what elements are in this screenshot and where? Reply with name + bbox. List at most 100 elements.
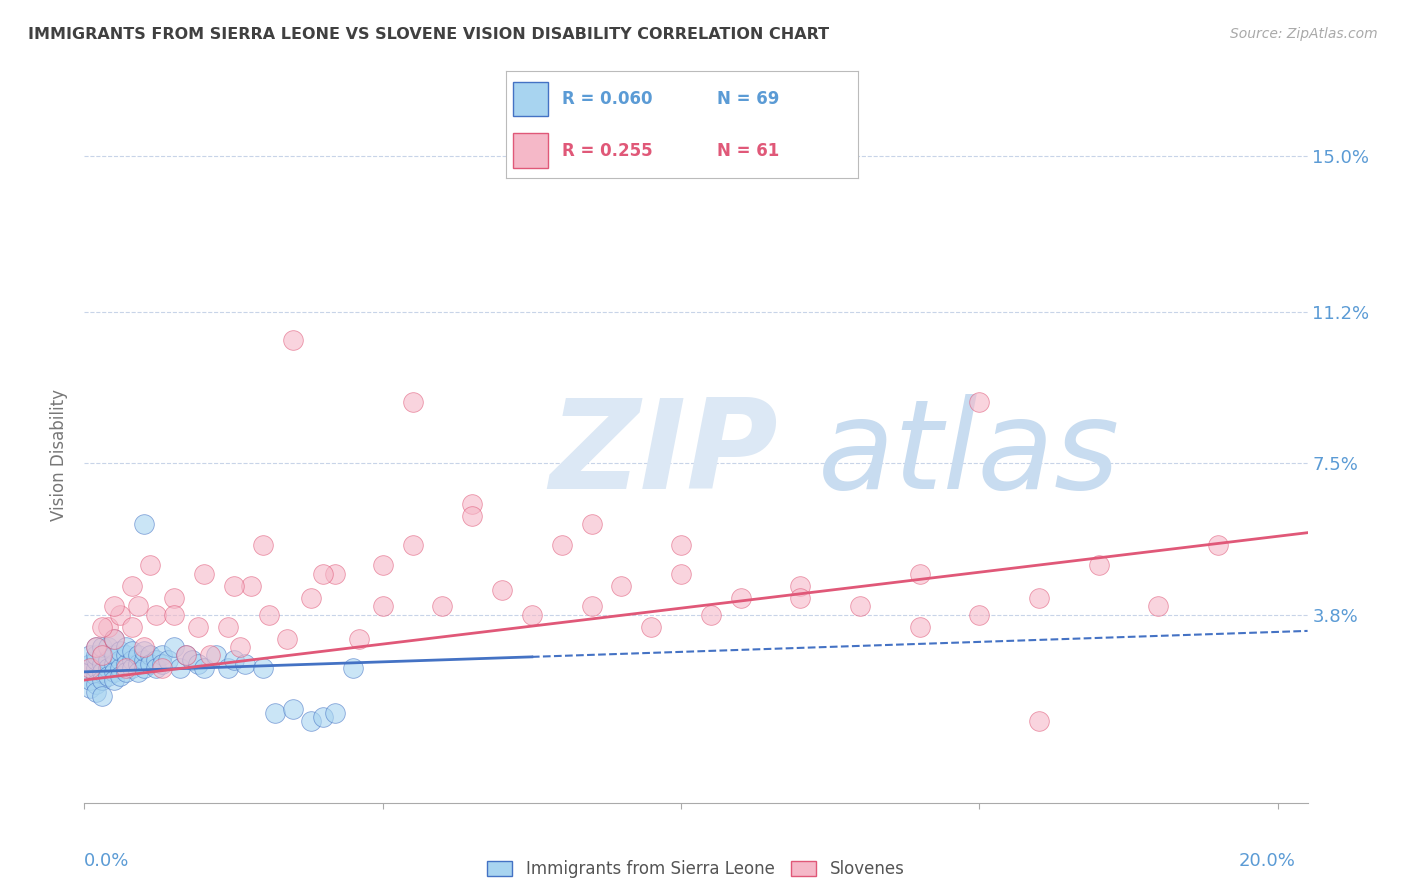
Point	[640, 620, 662, 634]
Bar	[513, 82, 548, 116]
Point	[163, 591, 186, 606]
Point	[283, 334, 305, 348]
Point	[121, 644, 143, 658]
Point	[91, 620, 114, 634]
Y-axis label: Vision Disability: Vision Disability	[51, 389, 69, 521]
Point	[1206, 538, 1229, 552]
Point	[222, 652, 245, 666]
Point	[1028, 714, 1050, 728]
Point	[97, 652, 120, 666]
Point	[139, 648, 162, 663]
Point	[551, 538, 574, 552]
Point	[163, 640, 186, 655]
Text: Source: ZipAtlas.com: Source: ZipAtlas.com	[1230, 27, 1378, 41]
Point	[79, 665, 101, 679]
Point	[1028, 591, 1050, 606]
Point	[789, 579, 811, 593]
Point	[127, 648, 149, 663]
Point	[108, 652, 131, 666]
Point	[283, 701, 305, 715]
Point	[259, 607, 281, 622]
Point	[789, 591, 811, 606]
Point	[401, 538, 423, 552]
Point	[150, 657, 173, 671]
Point	[97, 661, 120, 675]
Point	[108, 669, 131, 683]
Point	[299, 591, 322, 606]
Point	[145, 607, 167, 622]
Point	[84, 640, 107, 655]
Point	[103, 648, 125, 663]
Point	[127, 599, 149, 614]
Point	[79, 681, 101, 696]
Point	[97, 640, 120, 655]
Point	[252, 538, 274, 552]
Point	[79, 648, 101, 663]
Point	[91, 648, 114, 663]
Point	[103, 673, 125, 687]
Point	[103, 665, 125, 679]
Point	[610, 579, 633, 593]
Point	[461, 497, 484, 511]
Bar	[513, 134, 548, 168]
Point	[908, 620, 931, 634]
Point	[432, 599, 454, 614]
Point	[240, 579, 263, 593]
Point	[132, 517, 155, 532]
Point	[84, 669, 107, 683]
Point	[174, 648, 197, 663]
Point	[700, 607, 723, 622]
Text: IMMIGRANTS FROM SIERRA LEONE VS SLOVENE VISION DISABILITY CORRELATION CHART: IMMIGRANTS FROM SIERRA LEONE VS SLOVENE …	[28, 27, 830, 42]
Point	[371, 558, 394, 573]
Point	[193, 566, 215, 581]
Point	[969, 394, 991, 409]
Point	[969, 607, 991, 622]
Point	[115, 661, 138, 675]
Point	[217, 661, 239, 675]
Point	[121, 620, 143, 634]
Point	[312, 566, 335, 581]
Point	[1087, 558, 1109, 573]
Legend: Immigrants from Sierra Leone, Slovenes: Immigrants from Sierra Leone, Slovenes	[481, 854, 911, 885]
Point	[198, 648, 221, 663]
Point	[204, 648, 226, 663]
Point	[121, 661, 143, 675]
Point	[108, 661, 131, 675]
Point	[121, 579, 143, 593]
Point	[252, 661, 274, 675]
Point	[401, 394, 423, 409]
Point	[121, 652, 143, 666]
Point	[156, 652, 179, 666]
Point	[132, 661, 155, 675]
Point	[371, 599, 394, 614]
Point	[84, 640, 107, 655]
Text: 0.0%: 0.0%	[84, 852, 129, 870]
Point	[150, 661, 173, 675]
Point	[115, 665, 138, 679]
Point	[84, 652, 107, 666]
Text: N = 61: N = 61	[717, 142, 779, 160]
Point	[730, 591, 752, 606]
Point	[91, 648, 114, 663]
Text: R = 0.060: R = 0.060	[562, 90, 652, 108]
Point	[91, 640, 114, 655]
Point	[79, 673, 101, 687]
Point	[180, 652, 202, 666]
Point	[193, 661, 215, 675]
Point	[849, 599, 872, 614]
Text: N = 69: N = 69	[717, 90, 779, 108]
Point	[115, 648, 138, 663]
Point	[91, 665, 114, 679]
Point	[103, 657, 125, 671]
Point	[323, 566, 346, 581]
Point	[669, 538, 692, 552]
Point	[908, 566, 931, 581]
Point	[84, 685, 107, 699]
Point	[264, 706, 287, 720]
Point	[150, 648, 173, 663]
Point	[84, 648, 107, 663]
Point	[91, 673, 114, 687]
Point	[139, 657, 162, 671]
Point	[235, 657, 257, 671]
Text: 20.0%: 20.0%	[1239, 852, 1296, 870]
